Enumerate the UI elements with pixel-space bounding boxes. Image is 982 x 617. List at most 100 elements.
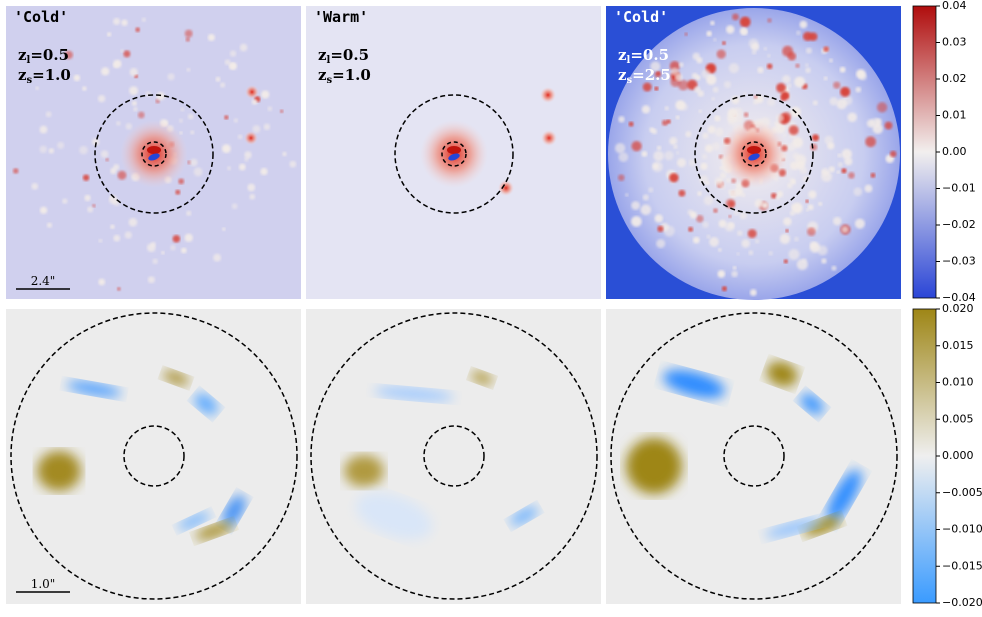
substructure-blob [698,109,702,113]
central-red [747,146,761,154]
substructure-blob [743,112,749,118]
substructure-blob [92,204,96,208]
central-blue [748,153,760,161]
substructure-blob [124,231,132,239]
substructure-blob [687,209,694,216]
colorbar-tick-label: −0.01 [942,182,976,195]
substructure-blob [839,66,846,73]
substructure-blob [673,144,678,149]
substructure-blob [767,18,772,23]
substructure-blob [725,178,731,183]
substructure-blob [753,95,758,99]
substructure-blob [222,227,226,231]
substructure-blob [229,50,237,57]
substructure-blob [128,217,138,227]
substructure-blob [693,236,700,244]
substructure-blob [847,112,857,123]
substructure-blob [685,131,692,138]
substructure-blob [267,106,273,112]
substructure-blob [842,95,853,106]
substructure-blob [831,265,837,271]
substructure-blob [64,50,73,60]
substructure-blob [146,243,156,252]
scale-bar-label: 1.0" [31,577,56,591]
substructure-blob [748,38,759,49]
substructure-blob [728,63,739,74]
colorbar-tick-label: 0.01 [942,109,967,122]
substructure-blob [734,187,744,197]
dashed-ring [310,312,598,600]
redshift-label: zs=2.5 [618,66,671,86]
substructure-blob [664,106,669,111]
substructure-blob [727,116,738,126]
substructure-blob [755,239,760,244]
dashed-ring [441,141,467,167]
substructure-blob [178,178,185,185]
substructure-blob [13,168,19,174]
substructure-blob [221,144,231,154]
substructure-blob [736,252,740,256]
colorbar-tick-label: 0.015 [942,339,974,352]
substructure-blob [717,248,722,252]
value: =0.5 [630,46,669,64]
substructure-blob [754,199,764,208]
substructure-blob [669,172,679,183]
colorbar-tick-label: 0.020 [942,302,974,315]
substructure-blob [743,92,747,96]
central-red [147,146,161,154]
substructure-blob [653,150,664,162]
substructure-blob [642,82,652,92]
substructure-blob [701,69,711,79]
substructure-blob [700,162,708,170]
substructure-blob [628,121,634,127]
substructure-blob [770,192,777,199]
colorbar-tick-label: −0.005 [942,486,982,499]
substructure-blob [805,63,809,67]
substructure-blob [720,172,727,179]
substructure-blob [84,194,91,202]
substructure-blob [156,91,165,101]
substructure-blob [656,145,662,151]
substructure-blob [237,134,243,140]
substructure-blob [711,97,715,101]
substructure-blob [864,184,873,193]
substructure-blob [247,183,256,192]
substructure-blob [641,105,651,114]
central-blue [148,153,160,161]
colorbar-tick-label: −0.015 [942,559,982,572]
colorbar-tick-label: −0.010 [942,523,982,536]
substructure-blob [640,204,652,216]
substructure-blob [39,206,48,215]
residual-feature [470,371,494,385]
dashed-ring [610,312,898,600]
substructure-blob [832,216,842,226]
substructure-blob [135,27,141,33]
substructure-blob [731,95,740,105]
substructure-blob [702,221,709,228]
substructure-blob [703,195,714,206]
colorbar [912,5,937,299]
substructure-blob [289,160,297,168]
value: =0.5 [330,46,369,64]
substructure-blob [45,111,52,118]
substructure-blob [631,140,642,152]
substructure-blob [686,79,698,91]
substructure-blob [185,37,191,42]
substructure-blob [829,97,838,106]
substructure-blob [799,20,808,29]
colorbar-tick-label: 0.000 [942,449,974,462]
value: =2.5 [632,66,671,84]
residual-feature [803,516,841,536]
substructure-blob [688,159,696,167]
substructure-blob [751,50,757,55]
redshift-label: zl=0.5 [618,46,669,66]
subhalo [244,131,258,145]
substructure-blob [833,81,841,89]
subhalo [245,85,259,99]
substructure-blob [116,121,121,126]
substructure-blob [631,216,642,227]
substructure-blob [705,144,714,153]
substructure-blob [718,219,727,228]
value: =1.0 [332,66,371,84]
substructure-blob [79,145,88,155]
